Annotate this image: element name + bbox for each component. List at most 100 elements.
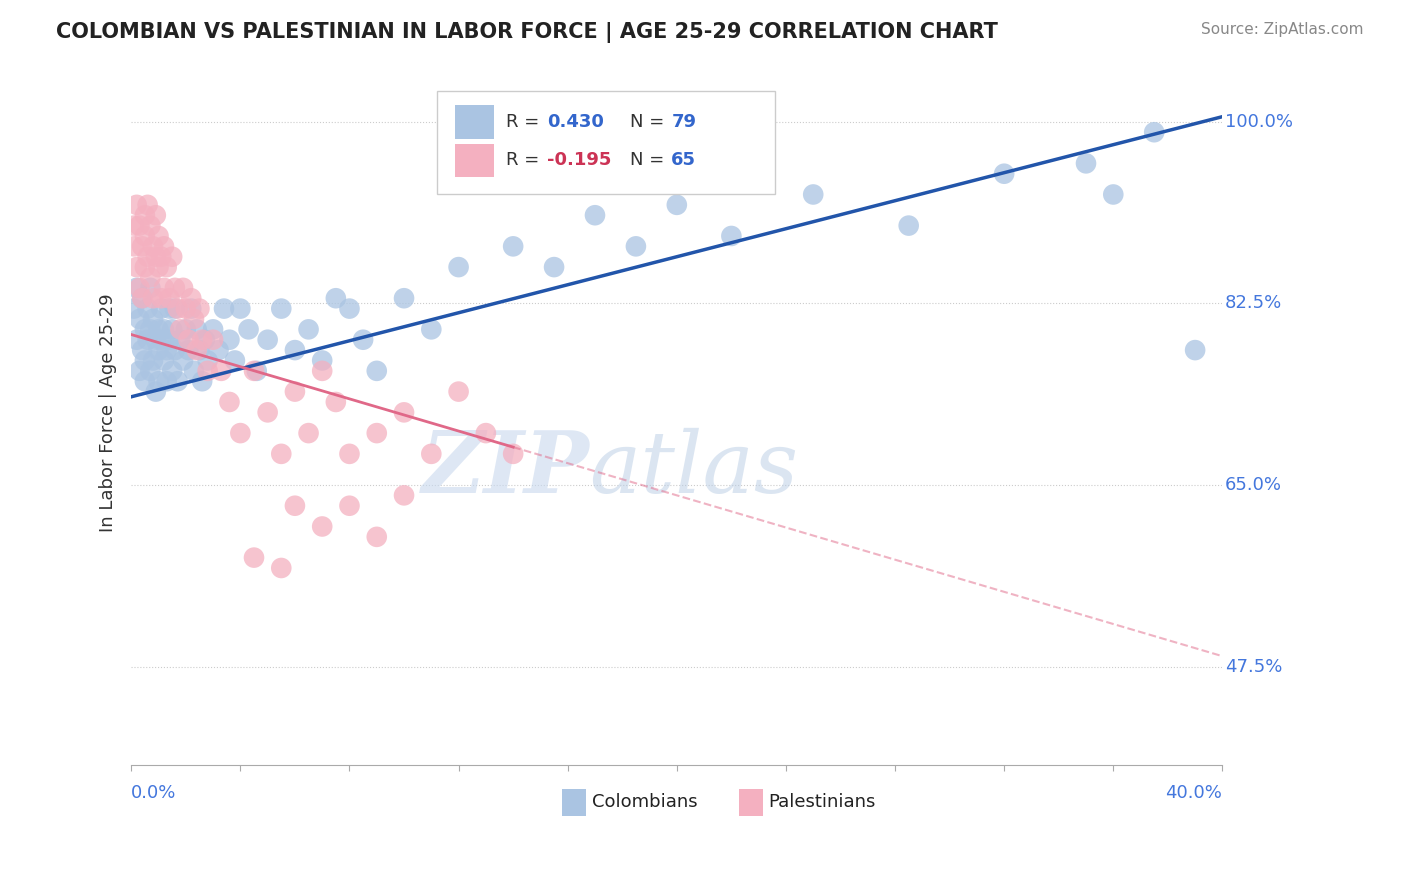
Point bbox=[163, 343, 186, 357]
Point bbox=[311, 364, 333, 378]
Point bbox=[125, 281, 148, 295]
Point bbox=[311, 353, 333, 368]
Point bbox=[270, 447, 292, 461]
Point bbox=[256, 405, 278, 419]
Text: COLOMBIAN VS PALESTINIAN IN LABOR FORCE | AGE 25-29 CORRELATION CHART: COLOMBIAN VS PALESTINIAN IN LABOR FORCE … bbox=[56, 22, 998, 44]
Point bbox=[174, 301, 197, 316]
Point bbox=[125, 260, 148, 274]
Point bbox=[159, 301, 181, 316]
Point bbox=[186, 343, 208, 357]
Point bbox=[420, 322, 443, 336]
Point bbox=[284, 499, 307, 513]
Point bbox=[134, 353, 156, 368]
Point bbox=[1143, 125, 1166, 139]
Point bbox=[145, 250, 167, 264]
Point bbox=[139, 281, 162, 295]
Bar bbox=[562, 789, 586, 816]
Point bbox=[366, 530, 388, 544]
Point bbox=[188, 343, 211, 357]
Point bbox=[191, 333, 214, 347]
Point bbox=[475, 426, 498, 441]
Point bbox=[125, 198, 148, 212]
Point bbox=[256, 333, 278, 347]
Point bbox=[339, 499, 361, 513]
Point bbox=[202, 322, 225, 336]
Point bbox=[125, 333, 148, 347]
Point bbox=[243, 364, 266, 378]
Point bbox=[392, 488, 415, 502]
Point bbox=[420, 447, 443, 461]
Point bbox=[224, 353, 246, 368]
Point bbox=[183, 312, 205, 326]
Point bbox=[311, 519, 333, 533]
Point bbox=[122, 219, 145, 233]
Point bbox=[202, 333, 225, 347]
Point bbox=[169, 322, 191, 336]
Point bbox=[163, 301, 186, 316]
Point bbox=[134, 208, 156, 222]
Point bbox=[136, 198, 159, 212]
Text: N =: N = bbox=[630, 113, 669, 131]
Point bbox=[229, 426, 252, 441]
Point bbox=[148, 322, 170, 336]
Point bbox=[993, 167, 1015, 181]
Point bbox=[134, 322, 156, 336]
Point bbox=[134, 374, 156, 388]
Bar bbox=[456, 144, 494, 178]
Y-axis label: In Labor Force | Age 25-29: In Labor Force | Age 25-29 bbox=[100, 293, 117, 532]
Point bbox=[139, 364, 162, 378]
Point bbox=[156, 260, 179, 274]
Point bbox=[150, 301, 173, 316]
Point bbox=[624, 239, 647, 253]
Text: Colombians: Colombians bbox=[592, 794, 697, 812]
Point bbox=[128, 281, 150, 295]
Point bbox=[339, 447, 361, 461]
Point bbox=[246, 364, 269, 378]
Point bbox=[180, 301, 202, 316]
Point bbox=[131, 291, 153, 305]
Text: atlas: atlas bbox=[589, 427, 799, 510]
Point bbox=[148, 260, 170, 274]
Point bbox=[172, 281, 194, 295]
Point bbox=[197, 364, 219, 378]
Point bbox=[150, 250, 173, 264]
Point bbox=[186, 322, 208, 336]
Point bbox=[284, 343, 307, 357]
Point bbox=[145, 208, 167, 222]
Point bbox=[243, 550, 266, 565]
Point bbox=[194, 333, 217, 347]
Point bbox=[136, 250, 159, 264]
Point bbox=[502, 239, 524, 253]
Point bbox=[153, 322, 176, 336]
Point bbox=[142, 291, 165, 305]
Point bbox=[197, 353, 219, 368]
Point bbox=[156, 343, 179, 357]
Point bbox=[720, 229, 742, 244]
Point bbox=[159, 291, 181, 305]
Text: 47.5%: 47.5% bbox=[1225, 657, 1282, 675]
Point bbox=[325, 395, 347, 409]
Point bbox=[128, 219, 150, 233]
Point bbox=[128, 364, 150, 378]
Text: N =: N = bbox=[630, 152, 669, 169]
Point bbox=[218, 395, 240, 409]
Point bbox=[145, 333, 167, 347]
Point bbox=[134, 229, 156, 244]
Point bbox=[447, 260, 470, 274]
Point bbox=[352, 333, 374, 347]
Point bbox=[212, 301, 235, 316]
Point bbox=[172, 353, 194, 368]
Point bbox=[229, 301, 252, 316]
Text: Source: ZipAtlas.com: Source: ZipAtlas.com bbox=[1201, 22, 1364, 37]
Text: 100.0%: 100.0% bbox=[1225, 113, 1292, 131]
Bar bbox=[456, 105, 494, 139]
Point bbox=[150, 333, 173, 347]
Point bbox=[1102, 187, 1125, 202]
Point bbox=[122, 301, 145, 316]
Point bbox=[325, 291, 347, 305]
Point bbox=[177, 333, 200, 347]
Text: Palestinians: Palestinians bbox=[769, 794, 876, 812]
Point bbox=[134, 260, 156, 274]
Point bbox=[139, 322, 162, 336]
Point bbox=[150, 291, 173, 305]
